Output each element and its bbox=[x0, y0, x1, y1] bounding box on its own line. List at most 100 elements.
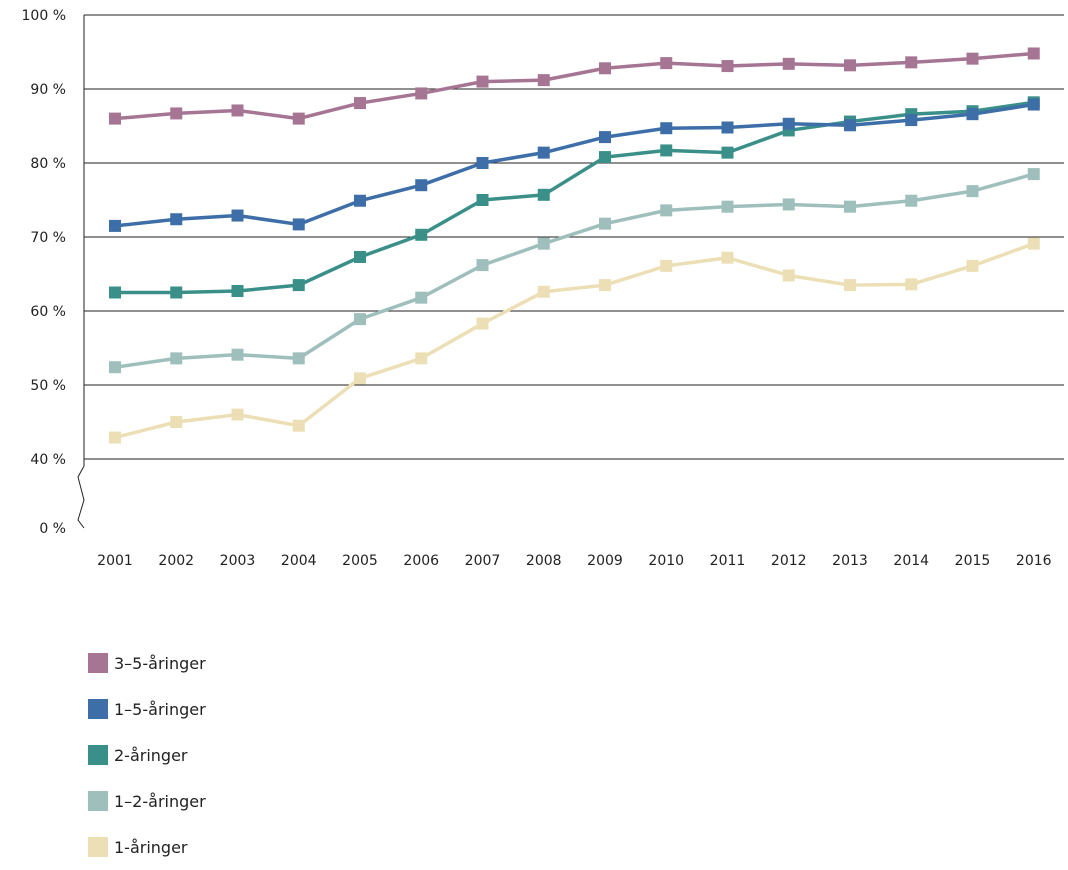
data-point bbox=[292, 352, 305, 365]
data-point bbox=[721, 200, 734, 213]
data-point bbox=[170, 352, 183, 365]
data-point bbox=[537, 285, 550, 298]
data-point bbox=[354, 194, 366, 207]
legend-swatch bbox=[88, 653, 108, 673]
data-point bbox=[109, 112, 121, 125]
data-point bbox=[660, 259, 673, 272]
data-point bbox=[231, 104, 244, 117]
legend-label: 1–5-åringer bbox=[114, 699, 206, 719]
x-tick-label: 2008 bbox=[526, 553, 562, 569]
data-point bbox=[905, 278, 918, 291]
data-point bbox=[782, 269, 795, 282]
legend-item-1-5: 1–5-åringer bbox=[88, 686, 206, 732]
data-point bbox=[109, 219, 121, 232]
gridlines bbox=[84, 14, 1064, 460]
data-point bbox=[109, 286, 121, 299]
data-point bbox=[476, 259, 489, 272]
data-point bbox=[782, 198, 795, 211]
data-point bbox=[231, 285, 244, 298]
series-lines bbox=[109, 47, 1040, 444]
x-tick-label: 2004 bbox=[281, 553, 317, 569]
data-point bbox=[966, 259, 979, 272]
x-axis-tick-labels: 2001 2002 2003 2004 2005 2006 2007 2008 2009 2010… bbox=[97, 553, 1051, 569]
x-tick-label: 2015 bbox=[955, 553, 991, 569]
data-point bbox=[354, 250, 366, 263]
data-point bbox=[170, 286, 183, 299]
data-point bbox=[354, 313, 366, 326]
data-point bbox=[292, 218, 305, 231]
y-tick-label: 60 % bbox=[30, 304, 66, 320]
data-point bbox=[170, 213, 183, 226]
data-point bbox=[415, 228, 428, 241]
data-point bbox=[476, 75, 489, 88]
data-point bbox=[109, 431, 121, 444]
series-1 bbox=[109, 98, 1040, 232]
data-point bbox=[599, 217, 611, 230]
data-point bbox=[1027, 47, 1040, 60]
data-point bbox=[415, 179, 428, 192]
data-point bbox=[1027, 237, 1040, 250]
data-point bbox=[292, 419, 305, 432]
data-point bbox=[844, 200, 856, 213]
data-point bbox=[170, 416, 183, 428]
y-tick-label: 70 % bbox=[30, 230, 66, 246]
data-point bbox=[966, 185, 979, 198]
data-point bbox=[292, 279, 305, 292]
data-point bbox=[292, 112, 305, 125]
data-point bbox=[599, 151, 611, 164]
data-point bbox=[905, 114, 918, 127]
y-tick-label: 90 % bbox=[30, 82, 66, 98]
x-tick-label: 2009 bbox=[587, 553, 623, 569]
data-point bbox=[599, 62, 611, 75]
axes bbox=[77, 15, 85, 529]
data-point bbox=[844, 59, 856, 72]
x-tick-label: 2013 bbox=[832, 553, 868, 569]
legend-swatch bbox=[88, 745, 108, 765]
legend-swatch bbox=[88, 837, 108, 857]
data-point bbox=[660, 57, 673, 70]
data-point bbox=[721, 146, 734, 159]
data-point bbox=[354, 97, 366, 110]
data-point bbox=[415, 291, 428, 304]
data-point bbox=[537, 237, 550, 250]
data-point bbox=[721, 251, 734, 264]
data-point bbox=[966, 52, 979, 65]
data-point bbox=[231, 408, 244, 421]
series-line bbox=[115, 100, 1035, 295]
legend: 3–5-åringer 1–5-åringer 2-åringer 1–2-år… bbox=[88, 640, 206, 870]
x-tick-label: 2007 bbox=[465, 553, 501, 569]
legend-item-1-2: 1–2-åringer bbox=[88, 778, 206, 824]
series-0 bbox=[109, 47, 1040, 125]
series-line bbox=[114, 242, 1035, 440]
y-tick-label: 0 % bbox=[39, 521, 66, 537]
x-tick-label: 2010 bbox=[648, 553, 684, 569]
data-point bbox=[476, 317, 489, 330]
data-point bbox=[537, 188, 550, 201]
series-line bbox=[114, 172, 1035, 369]
data-point bbox=[476, 157, 489, 169]
y-tick-label: 40 % bbox=[30, 452, 66, 468]
data-point bbox=[844, 279, 856, 292]
data-point bbox=[660, 122, 673, 135]
y-axis-tick-labels: 100 % 90 % 80 % 70 % 60 % 50 % 40 % 0 % bbox=[22, 8, 66, 537]
series-2 bbox=[109, 96, 1040, 299]
data-point bbox=[721, 60, 734, 73]
line-chart: 100 %90 %80 %70 %60 %50 %40 %0 % 2001 200… bbox=[22, 8, 1064, 569]
data-point bbox=[599, 131, 611, 144]
y-tick-label: 50 % bbox=[30, 378, 66, 394]
x-tick-label: 2002 bbox=[158, 553, 194, 569]
x-tick-label: 2012 bbox=[771, 553, 807, 569]
legend-label: 2-åringer bbox=[114, 745, 188, 765]
data-point bbox=[415, 352, 428, 365]
data-point bbox=[599, 279, 611, 292]
data-point bbox=[1027, 168, 1040, 181]
data-point bbox=[415, 87, 428, 100]
data-point bbox=[231, 209, 244, 222]
data-point bbox=[660, 204, 673, 217]
x-tick-label: 2005 bbox=[342, 553, 378, 569]
x-tick-label: 2016 bbox=[1016, 553, 1052, 569]
data-point bbox=[782, 117, 795, 130]
axis-break-icon bbox=[77, 459, 85, 529]
x-tick-label: 2006 bbox=[403, 553, 439, 569]
legend-label: 1–2-åringer bbox=[114, 791, 206, 811]
